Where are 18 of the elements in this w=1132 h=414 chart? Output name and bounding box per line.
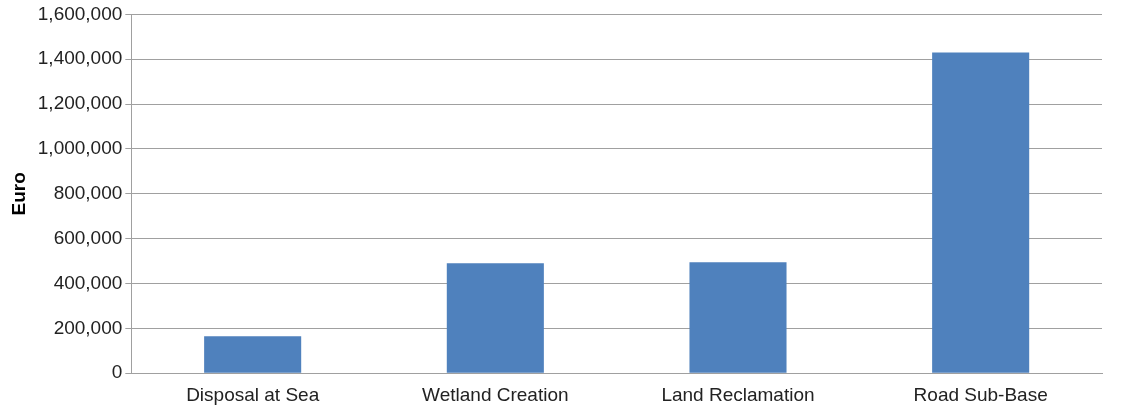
x-tick-label: Wetland Creation [422, 383, 569, 405]
y-tick-label: 600,000 [53, 226, 123, 248]
bar [204, 336, 302, 373]
y-tick-label: 200,000 [53, 316, 123, 338]
bar [689, 262, 787, 373]
y-tick-label: 1,000,000 [37, 137, 123, 159]
y-axis-title: Euro [7, 172, 29, 216]
bar [932, 52, 1030, 373]
x-tick-label: Road Sub-Base [913, 383, 1048, 405]
y-tick-label: 1,600,000 [37, 2, 123, 24]
bar [446, 263, 544, 373]
y-tick-label: 400,000 [53, 271, 123, 293]
x-tick-label: Land Reclamation [661, 383, 815, 405]
y-tick-label: 1,400,000 [37, 47, 123, 69]
y-tick-label: 1,200,000 [37, 92, 123, 114]
y-tick-label: 800,000 [53, 182, 123, 204]
x-tick-label: Disposal at Sea [186, 383, 320, 405]
y-tick-label: 0 [111, 361, 123, 383]
